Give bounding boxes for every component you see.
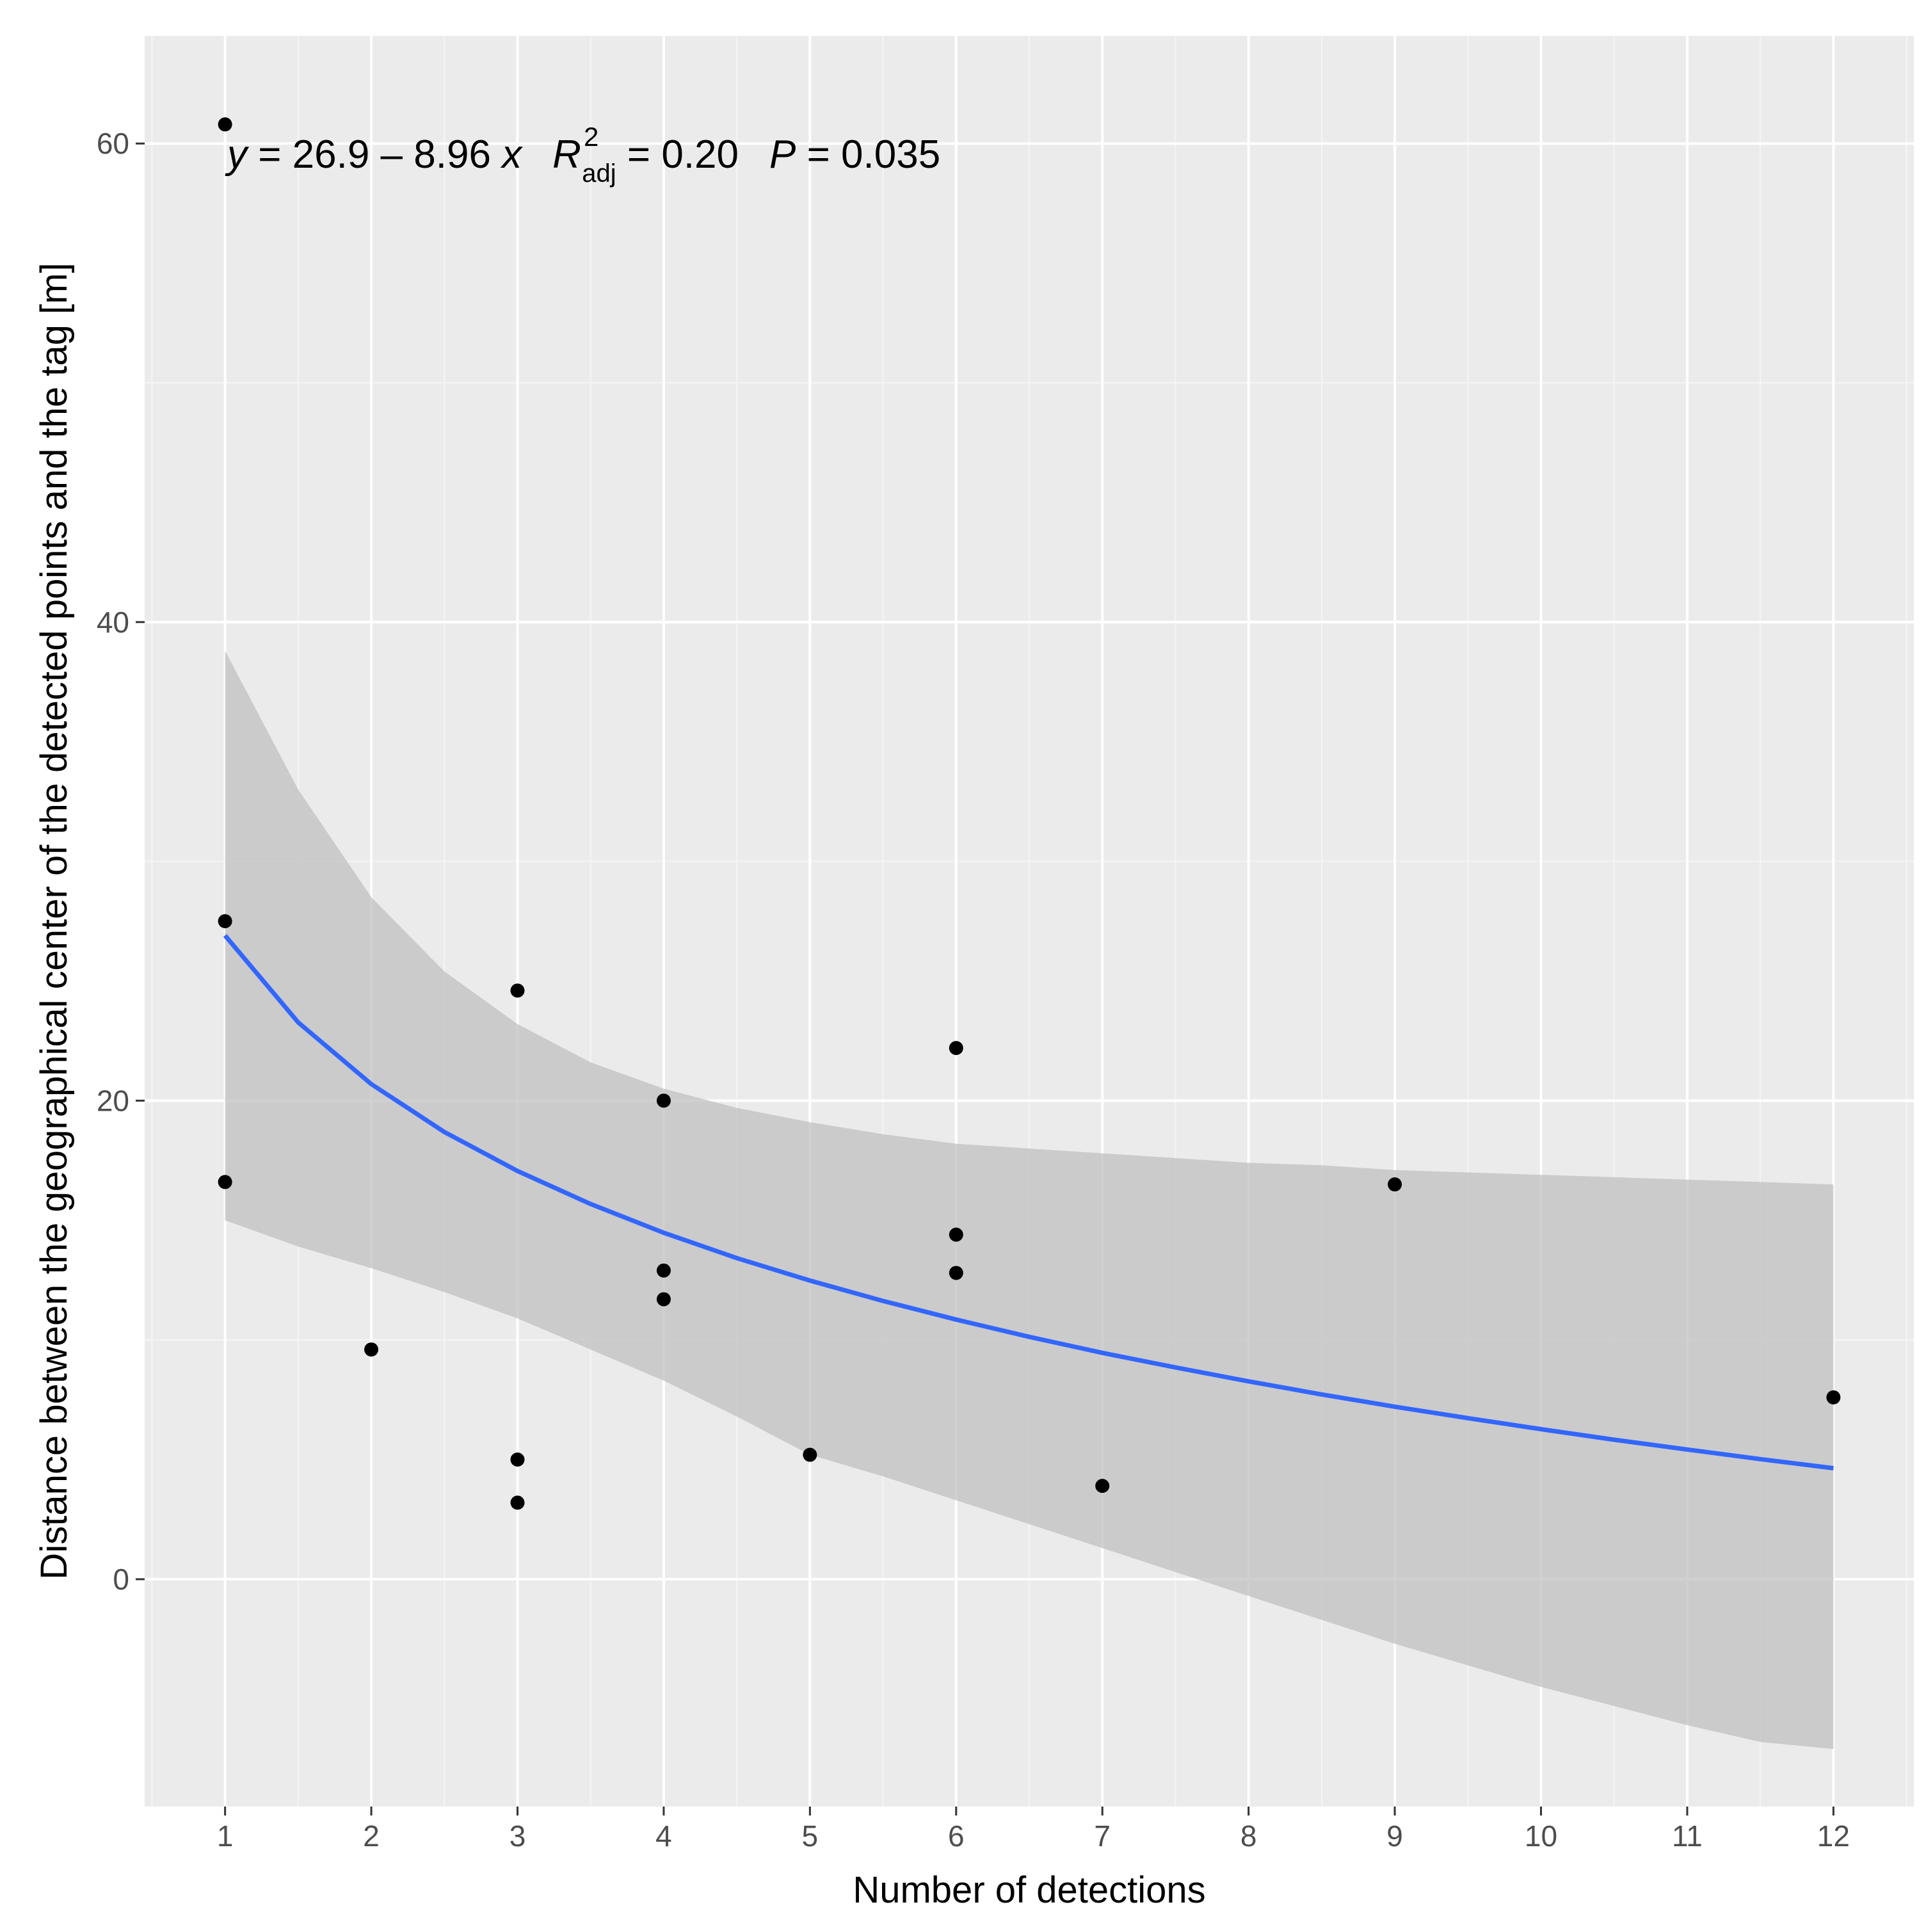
x-tick-label: 9 — [1386, 1819, 1403, 1853]
x-tick-label: 12 — [1817, 1819, 1850, 1853]
x-tick-label: 5 — [802, 1819, 819, 1853]
y-tick-label: 20 — [97, 1084, 129, 1117]
data-point — [510, 983, 525, 998]
x-axis-title: Number of detections — [853, 1869, 1205, 1911]
data-point — [364, 1342, 379, 1357]
x-tick-label: 10 — [1525, 1819, 1557, 1853]
data-point — [1388, 1177, 1402, 1192]
y-axis-title: Distance between the geographical center… — [33, 262, 75, 1579]
data-point — [656, 1093, 671, 1108]
x-tick-label: 6 — [948, 1819, 965, 1853]
x-tick-label: 7 — [1094, 1819, 1111, 1853]
annotation-p-value: = 0.035 — [796, 133, 940, 177]
annotation-x-variable: x — [500, 133, 523, 177]
data-point — [1095, 1479, 1110, 1493]
annotation-r-symbol: R — [552, 133, 581, 177]
x-tick-label: 11 — [1672, 1819, 1703, 1853]
annotation-r-value: = 0.20 — [616, 133, 739, 177]
x-tick-label: 3 — [510, 1819, 526, 1853]
annotation-y-variable: y — [225, 133, 250, 177]
regression-line — [223, 934, 1834, 1470]
data-point — [656, 1263, 671, 1278]
x-tick-label: 1 — [217, 1819, 234, 1853]
data-point — [510, 1495, 525, 1510]
data-point — [218, 1175, 232, 1189]
annotation-r-superscript: 2 — [584, 122, 598, 152]
data-points — [218, 117, 1841, 1510]
y-tick-label: 0 — [113, 1563, 129, 1596]
data-point — [949, 1041, 963, 1056]
y-tick-label: 40 — [97, 606, 129, 639]
y-tick-label: 60 — [97, 127, 129, 160]
data-point — [949, 1227, 963, 1242]
confidence-band — [225, 650, 1834, 1750]
data-point — [510, 1453, 525, 1467]
data-point — [218, 914, 232, 928]
annotation-equation: = 26.9 – 8.96 — [247, 133, 502, 177]
data-point — [218, 117, 232, 132]
x-tick-label: 2 — [363, 1819, 380, 1853]
data-point — [803, 1447, 817, 1462]
x-axis-ticks: 1 2 3 4 5 6 7 8 9 10 11 12 — [217, 1807, 1850, 1853]
x-tick-label: 4 — [655, 1819, 672, 1853]
annotation-p-symbol: P — [769, 133, 796, 177]
data-point — [656, 1292, 671, 1307]
x-tick-label: 8 — [1240, 1819, 1257, 1853]
data-point — [1826, 1390, 1841, 1405]
y-axis-ticks: 0 20 40 60 — [97, 127, 145, 1596]
regression-annotation: y = 26.9 – 8.96 x R2 adj = 0.20 P = 0.035 — [225, 122, 940, 188]
data-point — [949, 1266, 963, 1280]
annotation-r-subscript: adj — [582, 159, 616, 188]
